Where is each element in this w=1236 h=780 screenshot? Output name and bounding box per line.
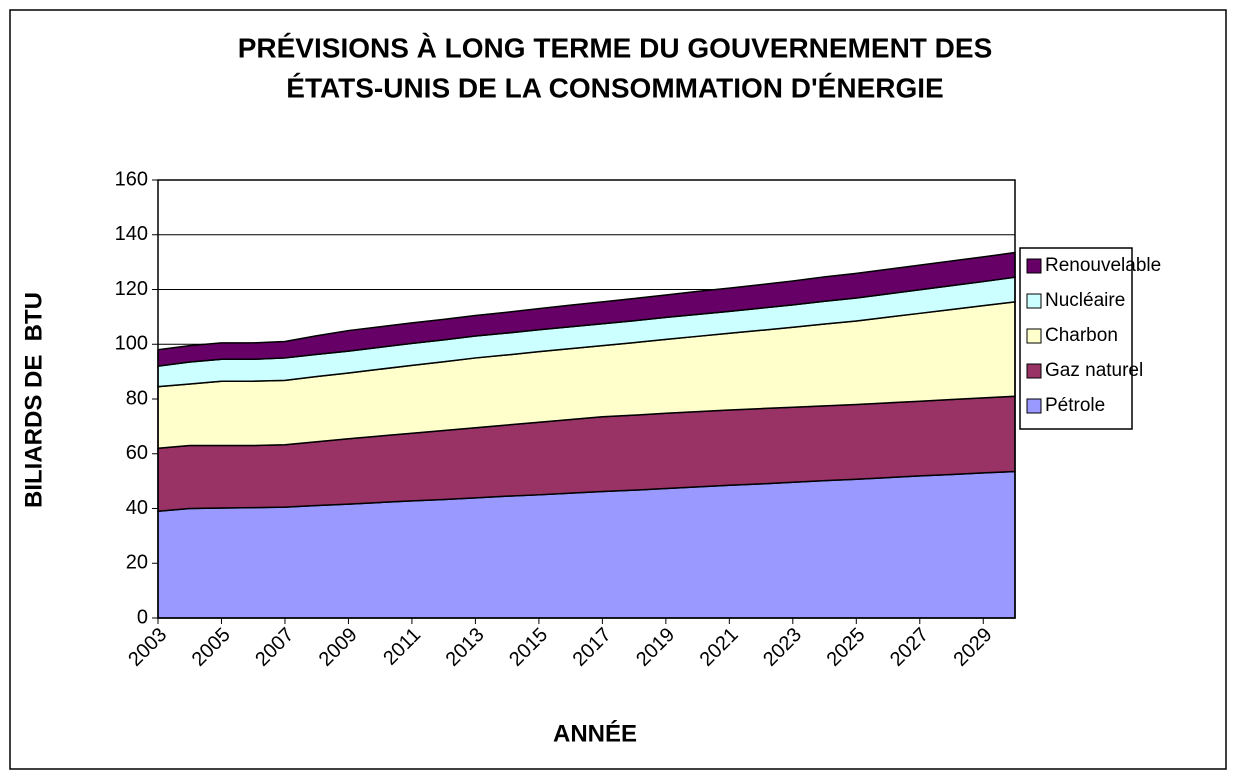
y-tick-label: 20 bbox=[126, 552, 148, 574]
legend-swatch bbox=[1026, 398, 1042, 414]
legend-swatch bbox=[1026, 328, 1042, 344]
legend-swatch bbox=[1026, 363, 1042, 379]
chart-title: ÉTATS-UNIS DE LA CONSOMMATION D'ÉNERGIE bbox=[286, 72, 943, 103]
plot-border bbox=[157, 179, 1016, 619]
y-tick-label: 140 bbox=[115, 223, 148, 245]
y-tick-label: 60 bbox=[126, 442, 148, 464]
y-axis-label: BILIARDS DE BTU bbox=[20, 292, 47, 508]
y-tick-label: 80 bbox=[126, 387, 148, 409]
y-tick-label: 0 bbox=[137, 606, 148, 628]
legend-label: Charbon bbox=[1045, 325, 1118, 346]
legend-label: Renouvelable bbox=[1045, 255, 1161, 276]
legend-label: Pétrole bbox=[1045, 395, 1105, 416]
y-tick-label: 120 bbox=[115, 278, 148, 300]
legend: Renouvelable Nucléaire Charbon Gaz naturel P… bbox=[1019, 247, 1161, 430]
legend-swatch bbox=[1026, 293, 1042, 309]
y-tick-label: 160 bbox=[115, 168, 148, 190]
y-tick-label: 100 bbox=[115, 333, 148, 355]
legend-label: Gaz naturel bbox=[1045, 360, 1143, 381]
y-tick-label: 40 bbox=[126, 497, 148, 519]
x-axis-label: ANNÉE bbox=[553, 719, 637, 747]
legend-label: Nucléaire bbox=[1045, 290, 1125, 311]
chart-title: PRÉVISIONS À LONG TERME DU GOUVERNEMENT … bbox=[238, 32, 993, 63]
legend-swatch bbox=[1026, 258, 1042, 274]
